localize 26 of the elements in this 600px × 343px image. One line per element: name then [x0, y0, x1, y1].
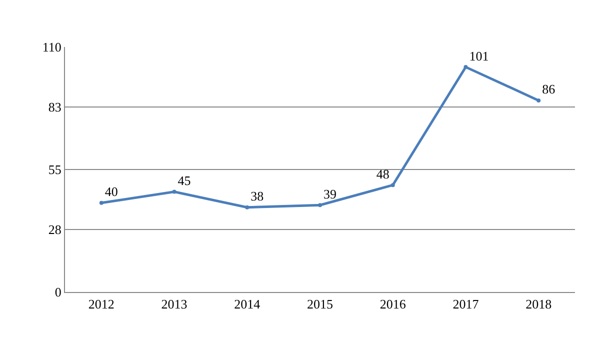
- data-label: 38: [250, 188, 264, 204]
- point: [536, 98, 541, 102]
- point: [245, 205, 250, 210]
- data-label: 39: [324, 186, 336, 202]
- y-tick-label: 0: [54, 284, 62, 300]
- y-tick-label: 55: [48, 162, 62, 178]
- data-label: 86: [542, 82, 556, 97]
- x-tick-label: 2013: [161, 296, 188, 312]
- point: [172, 190, 176, 194]
- data-label: 45: [178, 173, 191, 188]
- x-tick-label: 2016: [380, 296, 406, 312]
- data-label: 101: [469, 48, 489, 64]
- x-tick-label: 2012: [88, 296, 114, 312]
- x-tick-label: 2018: [526, 296, 552, 312]
- point: [390, 183, 395, 188]
- x-tick-label: 2014: [234, 296, 261, 312]
- data-label: 48: [376, 166, 390, 182]
- point: [99, 200, 104, 205]
- point: [464, 65, 468, 70]
- y-tick-label: 83: [48, 100, 62, 115]
- point: [318, 203, 322, 208]
- y-tick-label: 110: [42, 40, 62, 55]
- x-tick-label: 2017: [452, 296, 480, 312]
- y-tick-label: 28: [48, 222, 62, 238]
- x-tick-label: 2015: [307, 296, 333, 312]
- data-label: 40: [104, 184, 118, 200]
